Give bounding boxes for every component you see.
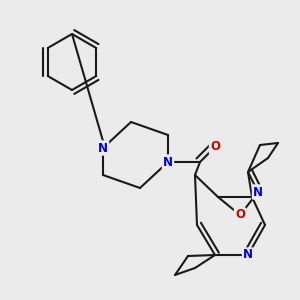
Text: O: O: [235, 208, 245, 221]
Text: N: N: [98, 142, 108, 154]
Text: N: N: [253, 185, 263, 199]
Text: O: O: [210, 140, 220, 154]
Text: N: N: [163, 155, 173, 169]
Text: N: N: [243, 248, 253, 262]
